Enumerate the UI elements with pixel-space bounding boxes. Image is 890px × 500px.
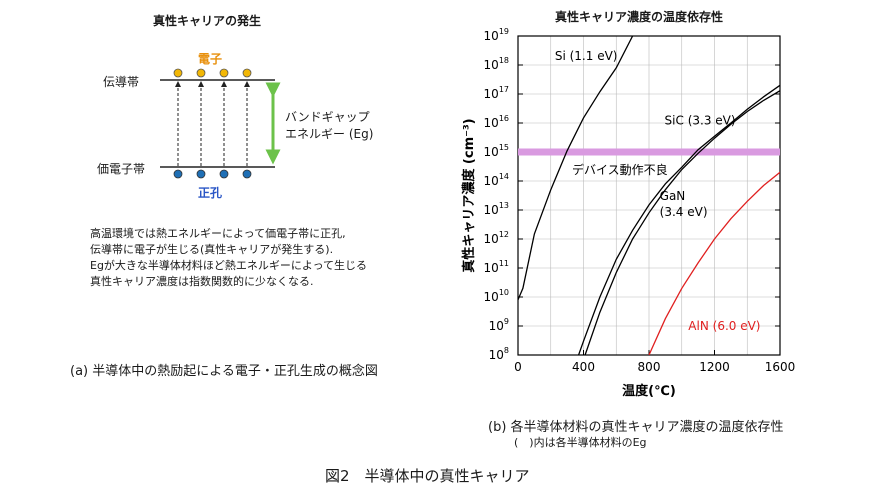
y-tick-label: 1011 [484, 259, 509, 275]
explanation-line: Egが大きな半導体材料ほど熱エネルギーによって生じる [90, 259, 368, 272]
x-tick-label: 0 [514, 360, 522, 374]
hole-dot [196, 169, 206, 179]
x-tick-label: 1600 [765, 360, 796, 374]
y-tick-exponent: 19 [499, 27, 509, 36]
explanation-line: 高温環境では熱エネルギーによって価電子帯に正孔, [90, 227, 346, 240]
y-tick-label: 109 [489, 317, 509, 333]
figure-caption: 図2 半導体中の真性キャリア [325, 467, 530, 485]
y-tick-exponent: 16 [499, 114, 509, 123]
panel-b-caption-line1: (b) 各半導体材料の真性キャリア濃度の温度依存性 [488, 420, 784, 435]
series-label: (3.4 eV) [660, 205, 708, 219]
y-tick-exponent: 13 [499, 201, 509, 210]
chart-title: 真性キャリア濃度の温度依存性 [555, 10, 724, 24]
carrier-concentration-chart: 1081091010101110121013101410151016101710… [461, 27, 796, 399]
explanation-line: 真性キャリア濃度は指数関数的に少なくなる. [90, 275, 314, 288]
y-tick-label: 1010 [484, 288, 509, 304]
bandgap-label-line2: エネルギー (Eg) [285, 127, 374, 141]
series-label: SiC (3.3 eV) [665, 114, 736, 128]
x-tick-label: 800 [638, 360, 661, 374]
electron-dot [219, 68, 229, 78]
series-label: AlN (6.0 eV) [688, 319, 760, 333]
electron-dot [173, 68, 183, 78]
x-tick-label: 400 [572, 360, 595, 374]
band-diagram [160, 68, 281, 179]
series-label: Si (1.1 eV) [555, 49, 618, 63]
x-tick-label: 1200 [699, 360, 730, 374]
y-tick-exponent: 8 [504, 346, 509, 355]
y-tick-label: 1018 [484, 56, 509, 72]
y-axis-title: 真性キャリア濃度 (cm⁻³) [461, 118, 477, 272]
y-tick-exponent: 9 [504, 317, 509, 326]
y-tick-exponent: 14 [499, 172, 509, 181]
y-tick-label: 1012 [484, 230, 509, 246]
series-line [584, 90, 780, 355]
y-tick-label: 1017 [484, 85, 509, 101]
panel-a-title: 真性キャリアの発生 [153, 14, 262, 28]
y-tick-exponent: 11 [499, 259, 509, 268]
explanation-line: 伝導帯に電子が生じる(真性キャリアが発生する). [90, 243, 334, 256]
electron-dot [242, 68, 252, 78]
y-tick-exponent: 17 [499, 85, 509, 94]
hole-dot [219, 169, 229, 179]
valence-band-label: 価電子帯 [97, 162, 146, 176]
hole-label: 正孔 [198, 186, 223, 200]
electron-dot [196, 68, 206, 78]
y-tick-exponent: 10 [499, 288, 509, 297]
conduction-band-label: 伝導帯 [103, 75, 140, 89]
x-axis-title: 温度(℃) [622, 383, 676, 399]
y-tick-exponent: 12 [499, 230, 509, 239]
y-tick-label: 108 [489, 346, 509, 362]
electron-label: 電子 [198, 52, 223, 66]
hole-dot [173, 169, 183, 179]
series-line [577, 84, 780, 355]
panel-b-caption-line2: ( )内は各半導体材料のEg [514, 436, 647, 449]
y-tick-label: 1013 [484, 201, 509, 217]
hole-dot [242, 169, 252, 179]
series-line [518, 36, 634, 301]
y-tick-label: 1015 [484, 143, 509, 159]
bandgap-label-line1: バンドギャップ [285, 110, 370, 124]
y-tick-exponent: 15 [499, 143, 509, 152]
panel-a-caption: (a) 半導体中の熱励起による電子・正孔生成の概念図 [70, 364, 378, 379]
y-tick-exponent: 18 [499, 56, 509, 65]
series-label: GaN [660, 189, 686, 203]
threshold-label: デバイス動作不良 [572, 162, 668, 177]
explanation-text: 高温環境では熱エネルギーによって価電子帯に正孔, 伝導帯に電子が生じる(真性キャ… [90, 226, 367, 290]
y-tick-label: 1016 [484, 114, 509, 130]
y-tick-label: 1014 [484, 172, 509, 188]
series-line [648, 171, 780, 355]
y-tick-label: 1019 [484, 27, 509, 43]
